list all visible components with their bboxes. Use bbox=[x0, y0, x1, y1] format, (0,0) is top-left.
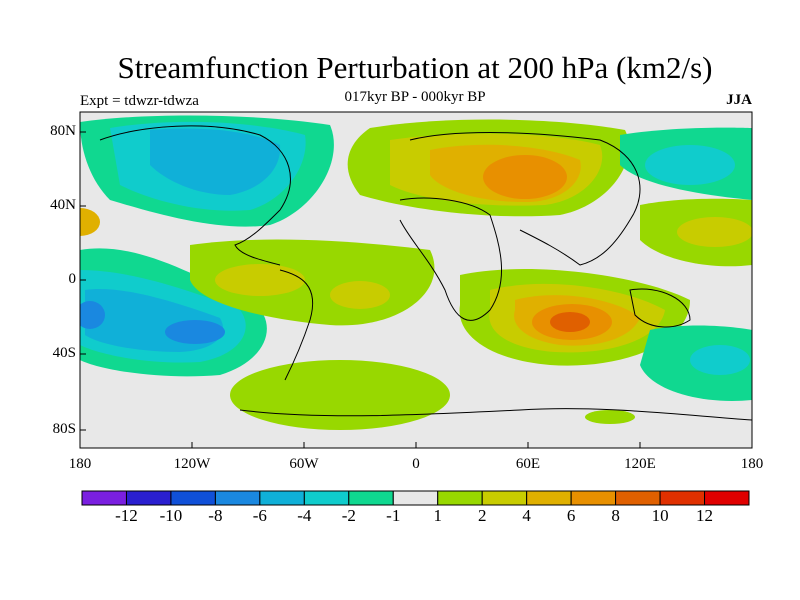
colorbar-swatch bbox=[259, 490, 305, 506]
colorbar-swatch bbox=[303, 490, 350, 506]
map-subtitle: 017kyr BP - 000kyr BP bbox=[344, 89, 486, 105]
lon-tick-0: 0 bbox=[412, 456, 420, 472]
colorbar-swatch bbox=[125, 490, 172, 506]
colorbar-label: 1 bbox=[433, 506, 442, 525]
colorbar-swatch bbox=[437, 490, 483, 506]
lon-tick-60e: 60E bbox=[515, 456, 541, 472]
colorbar-swatch bbox=[214, 490, 261, 506]
colorbar-label: 10 bbox=[651, 506, 669, 525]
lon-tick-180e: 180 bbox=[740, 456, 764, 472]
colorbar-label: -6 bbox=[252, 506, 267, 525]
colorbar-swatch bbox=[659, 490, 706, 506]
colorbar-label: 8 bbox=[611, 506, 620, 525]
colorbar-swatch bbox=[526, 490, 572, 506]
colorbar-label: -12 bbox=[115, 506, 138, 525]
experiment-label: Expt = tdwzr-tdwza bbox=[80, 93, 199, 109]
colorbar-label: 4 bbox=[522, 506, 531, 525]
lat-tick-40n: 40N bbox=[50, 197, 76, 213]
colorbar-label: -2 bbox=[341, 506, 356, 525]
lon-tick-120w: 120W bbox=[173, 456, 211, 472]
colorbar-label: 2 bbox=[477, 506, 487, 525]
colorbar-swatch bbox=[570, 490, 617, 506]
colorbar-swatch bbox=[81, 490, 127, 506]
colorbar-swatch bbox=[348, 490, 394, 506]
coastlines bbox=[99, 125, 752, 421]
colorbar-label: -8 bbox=[208, 506, 223, 525]
colorbar-label: -1 bbox=[386, 506, 401, 525]
lat-tick-40s: 40S bbox=[52, 345, 76, 361]
colorbar-label: 12 bbox=[696, 506, 714, 525]
colorbar-label: 6 bbox=[566, 506, 576, 525]
colorbar-label: -4 bbox=[297, 506, 312, 525]
colorbar-label: -10 bbox=[159, 506, 183, 525]
axis-ticks bbox=[79, 131, 753, 448]
colorbar-swatch bbox=[615, 490, 661, 506]
lat-tick-80s: 80S bbox=[52, 421, 76, 437]
colorbar-swatch bbox=[704, 490, 750, 506]
colorbar-swatch bbox=[481, 490, 528, 506]
lat-tick-80n: 80N bbox=[50, 123, 76, 139]
lon-tick-180w: 180 bbox=[68, 456, 92, 472]
colorbar-swatch bbox=[392, 490, 439, 506]
lon-tick-60w: 60W bbox=[289, 456, 319, 472]
contour-field bbox=[80, 112, 752, 448]
colorbar bbox=[81, 490, 750, 506]
lat-tick-0: 0 bbox=[68, 271, 77, 287]
season-label: JJA bbox=[726, 92, 752, 108]
lon-tick-120e: 120E bbox=[624, 456, 656, 472]
colorbar-swatch bbox=[170, 490, 216, 506]
map-title: Streamfunction Perturbation at 200 hPa (… bbox=[117, 50, 713, 85]
